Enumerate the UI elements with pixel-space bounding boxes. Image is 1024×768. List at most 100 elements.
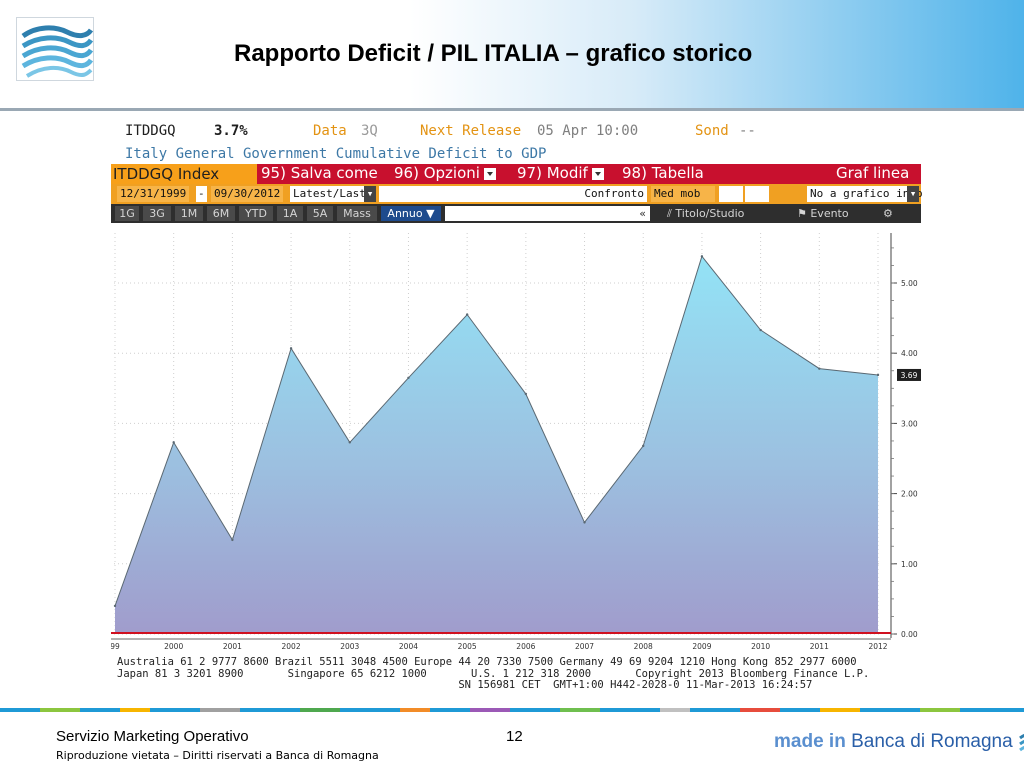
x-tick-label: 2007: [575, 642, 594, 651]
slide-header: Rapporto Deficit / PIL ITALIA – grafico …: [0, 0, 1024, 111]
menu-save-as-label: 95) Salva come: [261, 164, 378, 182]
next-release-value: 05 Apr 10:00: [537, 123, 639, 139]
footer-department: Servizio Marketing Operativo: [56, 728, 249, 745]
deficit-area-chart: 0.00 1.00 2.00 3.00 4.00 5.00 99 2000 2001 2002 20…: [111, 233, 921, 651]
x-tick-label: 2002: [282, 642, 301, 651]
event-label: Evento: [810, 207, 849, 220]
menu-modify-label: 97) Modif: [517, 164, 588, 182]
brand-bank-name: Banca di Romagna: [851, 731, 1013, 753]
brand-wave-icon: [1019, 733, 1024, 752]
date-separator: -: [196, 186, 207, 202]
brand-made-in: made in: [774, 731, 846, 753]
menu-options[interactable]: 96) Opzioni: [394, 164, 496, 184]
menu-save-as[interactable]: 95) Salva come: [261, 164, 378, 184]
period-6m[interactable]: 6M: [207, 206, 235, 221]
sond-value: --: [739, 123, 756, 139]
last-value: 3.7%: [214, 123, 248, 139]
data-point: [583, 521, 586, 524]
title-study-label: Titolo/Studio: [675, 207, 745, 220]
data-point: [348, 441, 351, 444]
value-mode-select[interactable]: Latest/Last: [290, 186, 369, 202]
compare-field[interactable]: Confronto: [379, 186, 647, 202]
modify-dropdown-icon: [591, 167, 604, 180]
data-point: [642, 444, 645, 448]
menu-modify[interactable]: 97) Modif: [517, 164, 604, 184]
x-tick-label: 2001: [223, 642, 242, 651]
chart-info-dropdown-icon[interactable]: ▾: [907, 186, 919, 202]
y-tick-label: 0.00: [901, 630, 918, 639]
data-point: [465, 313, 469, 316]
chart-tool-icon: ⫽: [667, 207, 676, 220]
period-1m[interactable]: 1M: [175, 206, 203, 221]
x-tick-label: 2009: [692, 642, 711, 651]
x-tick-label: 2008: [634, 642, 653, 651]
period-5a[interactable]: 5A: [307, 206, 333, 221]
index-field[interactable]: ITDDGQ Index: [111, 164, 257, 184]
y-tick-label: 3.00: [901, 419, 918, 428]
bank-logo: [16, 17, 94, 81]
deficit-area: [115, 256, 878, 634]
period-ytd[interactable]: YTD: [239, 206, 273, 221]
x-tick-label: 2006: [516, 642, 535, 651]
event-button[interactable]: ⚑ Evento: [797, 206, 849, 221]
x-tick-label: 2012: [868, 642, 887, 651]
next-release-label: Next Release: [420, 123, 522, 139]
blank-field-2[interactable]: [745, 186, 769, 202]
search-arrow-icon: «: [639, 207, 646, 220]
period-search-field[interactable]: «: [445, 206, 650, 221]
x-tick-label: 2005: [458, 642, 477, 651]
data-label: Data: [313, 123, 347, 139]
terminal-info: ITDDGQ 3.7% Data 3Q Next Release 05 Apr …: [111, 118, 921, 164]
chart-mode[interactable]: Graf linea: [836, 164, 910, 182]
x-tick-label: 99: [111, 642, 120, 651]
flag-icon: ⚑: [797, 207, 811, 220]
chart-info-select[interactable]: No a grafico info: [807, 186, 923, 202]
gear-icon: ⚙: [883, 207, 893, 220]
y-tick-label: 4.00: [901, 349, 918, 358]
bloomberg-contacts: Australia 61 2 9777 8600 Brazil 5511 304…: [117, 656, 869, 692]
contacts-line-1: Australia 61 2 9777 8600 Brazil 5511 304…: [117, 656, 857, 668]
slide-title: Rapporto Deficit / PIL ITALIA – grafico …: [234, 40, 753, 67]
period-max[interactable]: Mass: [337, 206, 377, 221]
contacts-line-3: SN 156981 CET GMT+1:00 H442-2028-0 11-Ma…: [117, 679, 813, 691]
y-tick-label: 5.00: [901, 279, 918, 288]
data-point: [407, 376, 410, 379]
wave-logo-icon: [21, 25, 94, 78]
brand-logo: made in Banca di Romagna: [774, 728, 1024, 756]
data-point: [876, 373, 880, 377]
blank-field-1[interactable]: [719, 186, 743, 202]
data-value: 3Q: [361, 123, 378, 139]
x-tick-label: 2010: [751, 642, 770, 651]
data-point: [759, 328, 762, 332]
x-tick-label: 2011: [810, 642, 829, 651]
series-description: Italy General Government Cumulative Defi…: [125, 146, 547, 162]
data-point: [524, 392, 528, 396]
menu-table[interactable]: 98) Tabella: [622, 164, 704, 184]
period-1g[interactable]: 1G: [115, 206, 139, 221]
y-tick-label: 1.00: [901, 560, 918, 569]
last-value-tag-label: 3.69: [901, 371, 918, 380]
date-to-field[interactable]: 09/30/2012: [211, 186, 284, 202]
options-dropdown-icon: [483, 167, 496, 180]
data-point: [700, 255, 704, 258]
date-from-field[interactable]: 12/31/1999: [117, 186, 190, 202]
moving-average[interactable]: Med mob: [651, 186, 715, 202]
data-point: [231, 538, 234, 542]
title-study-button[interactable]: ⫽ Titolo/Studio: [667, 206, 744, 221]
settings-button[interactable]: ⚙: [883, 206, 893, 221]
y-tick-label: 2.00: [901, 490, 918, 499]
period-3g[interactable]: 3G: [143, 206, 171, 221]
deficit-line: [114, 255, 879, 607]
value-mode-dropdown-icon[interactable]: ▾: [364, 186, 376, 202]
menu-options-label: 96) Opzioni: [394, 164, 480, 182]
last-value-tag: [897, 368, 921, 381]
period-annual-label: Annuo: [387, 207, 423, 220]
period-annual-select[interactable]: Annuo ▼: [381, 206, 441, 221]
data-point: [818, 367, 821, 370]
data-point: [172, 441, 175, 444]
footer-color-stripe: [0, 708, 1024, 712]
data-point: [289, 347, 293, 350]
period-1a[interactable]: 1A: [277, 206, 303, 221]
x-tick-label: 2004: [399, 642, 418, 651]
